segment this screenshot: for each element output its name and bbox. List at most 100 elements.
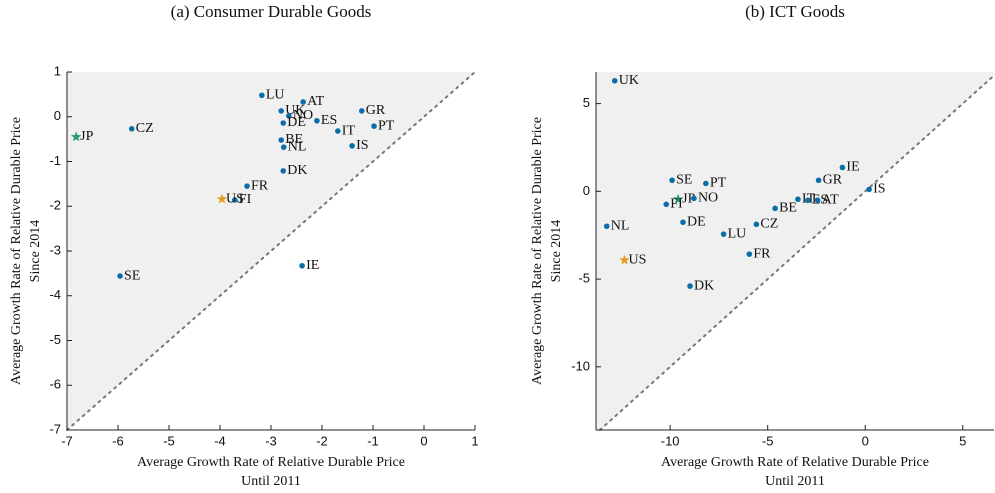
point [280,144,287,150]
point [231,197,238,203]
point-label: NO [698,191,718,206]
point [795,196,801,203]
point-label: LU [266,87,285,102]
x-tick-label: -4 [214,433,226,448]
x-axis-label: Until 2011 [765,474,825,489]
point [259,92,265,99]
point-label: BE [285,132,303,147]
y-tick-label: -3 [49,242,61,257]
y-tick-label: -4 [49,287,61,302]
y-tick-label: 1 [54,63,61,78]
point [687,283,693,289]
point-label: DE [287,115,306,130]
point-label: US [226,191,244,206]
point-label: IS [873,182,885,197]
point-label: NL [288,139,307,154]
x-tick-label: -6 [112,433,124,448]
diagonal-line [66,71,476,431]
point [280,168,287,174]
point-label: FI [670,197,683,212]
x-tick-label: 0 [420,433,427,448]
point-label: JP [80,129,93,144]
point-label: CZ [136,121,154,136]
y-axis-label: Average Growth Rate of Relative Durable … [530,117,545,385]
point [815,177,822,184]
point-label: FR [251,178,269,193]
point [663,201,670,208]
point-label: DK [694,278,714,293]
point-label: SE [124,268,140,283]
point-label: AT [822,193,840,208]
point [603,223,610,230]
point [371,123,377,129]
point-label: FI [239,192,252,207]
chart-title: (a) Consumer Durable Goods [171,2,372,21]
point-label: SE [676,172,692,187]
point [746,251,753,257]
point [278,137,285,143]
point-label: ES [321,113,337,128]
x-axis-label: Until 2011 [241,474,301,489]
x-tick-label: -2 [316,433,328,448]
y-tick-label: -1 [49,153,61,168]
point [244,183,250,189]
point [117,273,123,279]
x-axis-label: Average Growth Rate of Relative Durable … [137,455,405,470]
x-tick-label: -10 [661,433,680,448]
point-label: PT [378,118,395,133]
point [772,205,778,212]
y-tick-label: -5 [49,332,61,347]
x-tick-label: -1 [367,433,379,448]
y-tick-label: -5 [578,271,590,286]
point-label: IE [306,258,319,273]
x-axis-label: Average Growth Rate of Relative Durable … [661,455,929,470]
point [691,195,697,202]
point-label: BE [779,201,797,216]
point-label: DE [687,214,706,229]
point-label: CZ [760,217,778,232]
y-tick-label: -10 [571,358,590,373]
point [753,221,760,228]
y-axis-label: Since 2014 [28,220,43,283]
point [280,120,287,126]
y-tick-label: 5 [583,95,590,110]
point-label: PT [710,176,727,191]
point [866,186,872,193]
point [299,262,305,269]
y-tick-label: 0 [54,108,61,123]
point [805,197,811,204]
point-label: AT [307,94,325,109]
point-label: FR [753,246,771,261]
point [300,99,306,105]
point [680,219,686,226]
y-tick-label: -2 [49,198,61,213]
point [349,143,355,149]
point [619,254,630,265]
point-label: UK [619,73,639,88]
point [314,117,320,124]
point-label: IE [846,160,859,175]
y-tick-label: 0 [583,183,590,198]
diagonal-line [598,74,995,431]
point [703,180,709,187]
point-label: NL [611,218,630,233]
point-label: IT [342,123,356,138]
point-label: US [628,252,646,267]
shaded-region [596,72,994,430]
point [814,197,821,204]
point [669,177,675,184]
point [216,193,228,204]
x-tick-label: 5 [959,433,966,448]
point-label: LU [728,226,747,241]
point-label: JP [682,191,695,206]
x-tick-label: -7 [61,433,73,448]
point [286,113,292,119]
x-tick-label: -5 [762,433,774,448]
point [128,126,135,132]
point-label: NO [293,108,313,123]
point-label: GR [366,103,386,118]
point [358,108,365,114]
point [611,77,618,84]
